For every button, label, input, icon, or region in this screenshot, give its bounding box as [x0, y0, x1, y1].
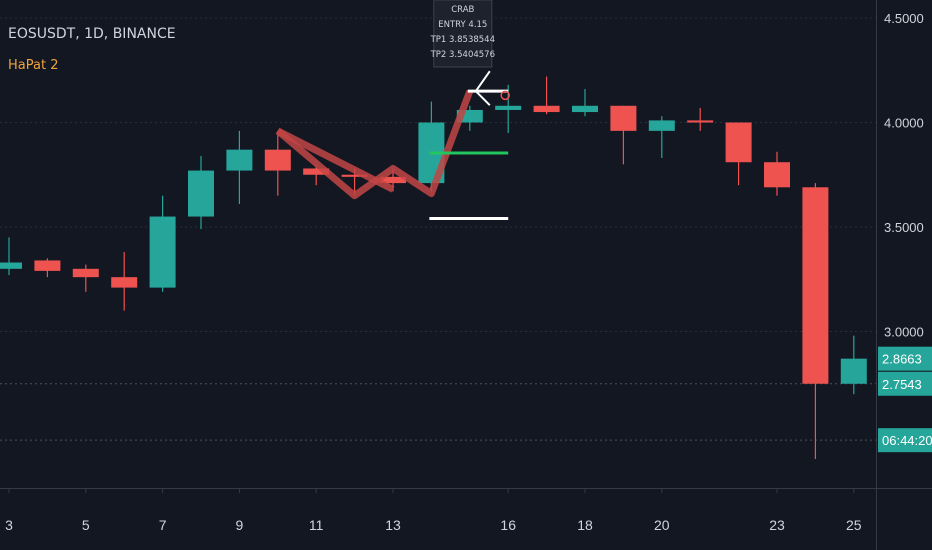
crab-icon	[500, 90, 510, 101]
candle-body[interactable]	[34, 260, 61, 271]
x-tick-label: 13	[385, 517, 401, 533]
x-tick-label: 23	[769, 517, 785, 533]
candle-body[interactable]	[72, 268, 99, 278]
candle-body[interactable]	[380, 176, 406, 184]
annotation-line: TP1 3.8538544	[430, 35, 495, 45]
symbol-legend[interactable]: EOSUSDT, 1D, BINANCE	[8, 26, 176, 42]
candle-body[interactable]	[610, 105, 637, 131]
y-tick-label: 3.0000	[884, 325, 924, 340]
candle-body[interactable]	[341, 174, 368, 177]
annotation-box	[433, 0, 493, 68]
candle-body[interactable]	[149, 216, 176, 288]
y-tick-label: 4.5000	[884, 11, 924, 26]
candle-body[interactable]	[495, 105, 522, 110]
y-tick-label: 3.5000	[884, 220, 924, 235]
candle-body[interactable]	[303, 168, 330, 175]
crab-pattern-line	[275, 89, 474, 200]
price-label-countdown: 06:44:20	[882, 433, 932, 448]
price-label-close: 2.8663	[882, 352, 922, 367]
annotation-line: TP2 3.5404576	[430, 50, 495, 60]
candle-body[interactable]	[764, 162, 790, 188]
price-label-box	[878, 428, 932, 453]
candle-body[interactable]	[111, 277, 138, 288]
x-tick-label: 16	[500, 517, 516, 533]
indicator-legend[interactable]: HaPat 2	[8, 58, 59, 73]
x-tick-label: 11	[309, 517, 324, 533]
x-tick-label: 3	[5, 517, 13, 533]
x-tick-label: 18	[577, 517, 593, 533]
candle-body[interactable]	[648, 120, 675, 131]
candle-body[interactable]	[802, 187, 829, 384]
y-tick-label: 4.0000	[884, 116, 924, 131]
annotation-line: CRAB	[451, 5, 474, 15]
price-label-box	[878, 371, 932, 396]
price-label-level: 2.7543	[882, 377, 922, 392]
x-tick-label: 7	[159, 517, 167, 533]
entry-arrow	[474, 70, 491, 106]
annotation-line: ENTRY 4.15	[438, 20, 487, 30]
candle-body[interactable]	[725, 122, 752, 163]
candle-body[interactable]	[572, 105, 598, 113]
x-tick-label: 9	[236, 517, 244, 533]
x-tick-label: 5	[82, 517, 90, 533]
candle-body[interactable]	[0, 262, 22, 269]
x-tick-label: 25	[846, 517, 862, 533]
x-tick-label: 20	[654, 517, 670, 533]
price-label-box	[878, 346, 932, 371]
crab-pattern-leg	[276, 127, 395, 193]
candle-body[interactable]	[533, 105, 560, 113]
candle-body[interactable]	[687, 120, 714, 123]
candle-body[interactable]	[226, 149, 253, 171]
candle-body[interactable]	[264, 149, 291, 171]
candle-body[interactable]	[840, 358, 867, 384]
candle-body[interactable]	[188, 170, 214, 217]
